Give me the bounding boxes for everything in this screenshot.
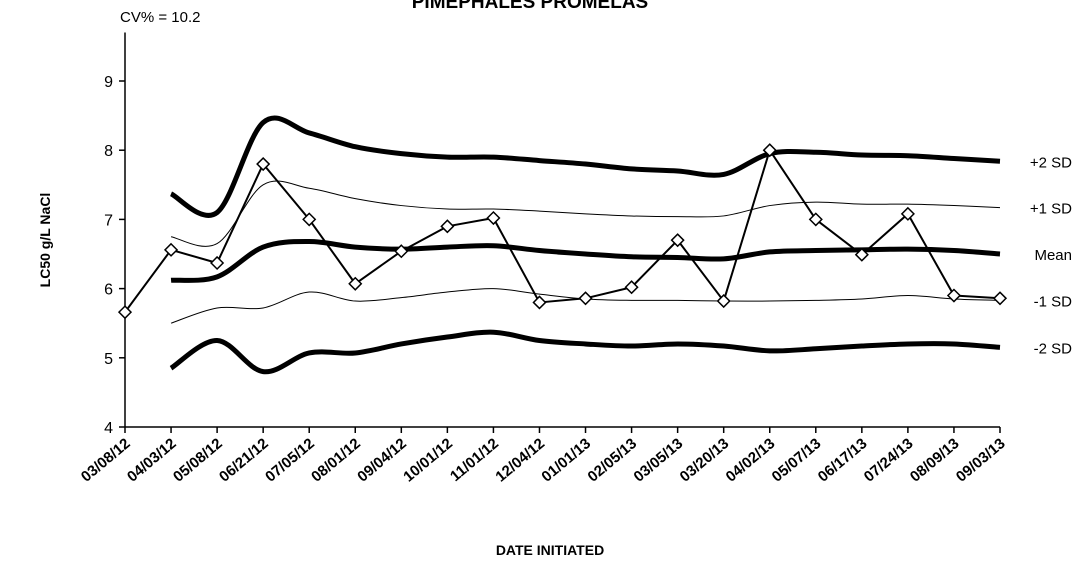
marker: [946, 288, 962, 303]
y-tick-label: 5: [104, 351, 113, 368]
x-tick-label: 10/01/12: [400, 435, 456, 486]
x-tick-label: 04/02/13: [723, 435, 779, 486]
marker: [440, 219, 455, 234]
marker: [210, 255, 225, 271]
y-tick-label: 9: [104, 74, 113, 91]
marker: [486, 210, 501, 226]
x-tick-label: 09/04/12: [354, 435, 410, 486]
x-tick-label: 12/04/12: [492, 435, 548, 486]
y-tick-label: 7: [104, 212, 113, 229]
x-tick-label: 05/08/12: [170, 435, 226, 486]
marker: [762, 143, 777, 158]
y-tick-label: 6: [104, 282, 113, 299]
marker: [808, 212, 823, 227]
control-line: [170, 180, 1001, 247]
marker: [256, 156, 271, 172]
y-axis-label: LC50 g/L NaCl: [37, 193, 53, 288]
marker: [302, 212, 317, 227]
marker: [716, 293, 731, 309]
x-tick-label: 06/21/12: [216, 435, 272, 486]
y-tick-label: 4: [104, 420, 113, 437]
marker: [163, 242, 179, 257]
control-line: [170, 239, 1001, 283]
series-label: -2 SD: [1034, 340, 1073, 357]
y-tick-label: 8: [104, 143, 113, 160]
x-tick-label: 07/05/12: [262, 435, 318, 486]
x-tick-label: 03/20/13: [677, 435, 733, 486]
series-label: +2 SD: [1030, 154, 1072, 171]
marker: [854, 247, 869, 262]
data-line: [124, 149, 1001, 313]
control-line: [169, 115, 1001, 218]
marker: [578, 291, 593, 306]
marker: [532, 295, 547, 310]
marker: [624, 280, 639, 295]
marker: [670, 233, 685, 248]
x-tick-label: 08/01/12: [308, 435, 364, 486]
x-axis-label: DATE INITIATED: [496, 542, 604, 558]
annotation: CV% = 10.2: [120, 9, 200, 26]
marker: [394, 244, 409, 259]
x-tick-label: 07/24/13: [861, 435, 917, 486]
x-tick-label: 03/08/12: [78, 435, 134, 486]
control-line: [169, 329, 1001, 375]
x-tick-label: 04/03/12: [124, 435, 180, 486]
series-label: +1 SD: [1030, 201, 1072, 218]
x-tick-label: 08/09/13: [907, 435, 963, 486]
marker: [992, 291, 1008, 306]
x-tick-label: 02/05/13: [584, 435, 640, 486]
x-tick-label: 11/01/12: [447, 435, 502, 485]
x-tick-label: 01/01/13: [538, 435, 594, 486]
x-tick-label: 06/17/13: [815, 435, 871, 486]
chart-title: PIMEPHALES PROMELAS: [412, 0, 648, 13]
marker: [117, 305, 133, 320]
series-label: -1 SD: [1034, 293, 1073, 310]
marker: [900, 206, 915, 221]
marker: [348, 276, 363, 291]
x-tick-label: 09/03/13: [953, 435, 1009, 486]
series-label: Mean: [1034, 247, 1072, 264]
x-tick-label: 05/07/13: [769, 435, 825, 486]
x-tick-label: 03/05/13: [631, 435, 687, 486]
